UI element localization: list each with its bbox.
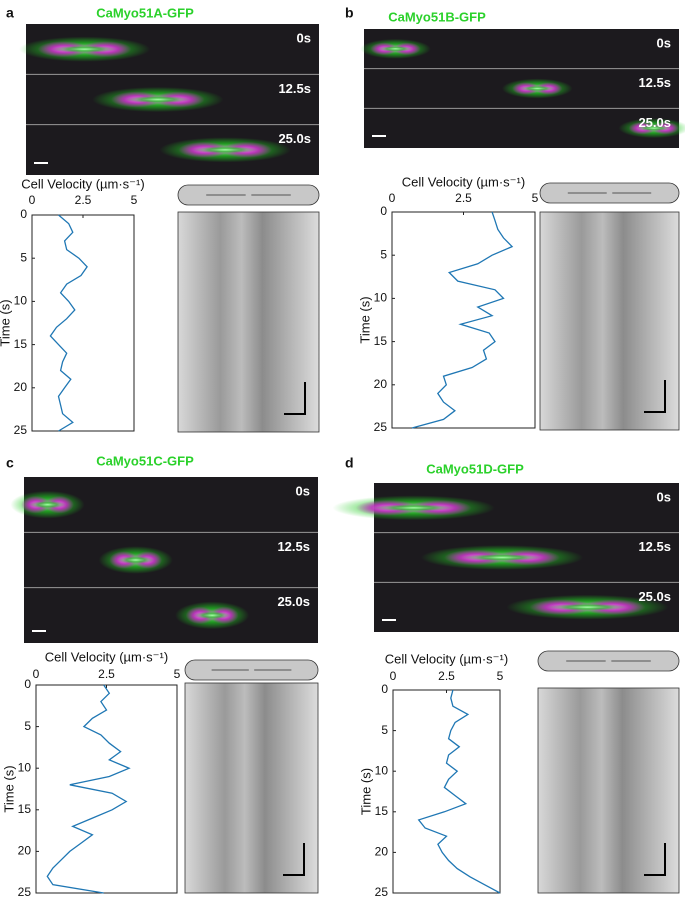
y-tick-label: 10	[14, 294, 28, 308]
velocity-line	[49, 214, 88, 432]
time-stamp: 12.5s	[278, 81, 311, 96]
time-stamp: 25.0s	[638, 589, 671, 604]
scale-bar	[283, 843, 305, 876]
cell-signal	[636, 125, 672, 131]
y-tick-label: 0	[380, 204, 387, 218]
plot-frame	[392, 689, 501, 894]
x-tick-label: 0	[390, 669, 397, 683]
y-tick-label: 10	[375, 763, 389, 777]
kymograph	[537, 687, 680, 894]
y-tick-label: 25	[18, 885, 32, 897]
x-axis-label: Cell Velocity (µm·s⁻¹)	[402, 174, 525, 189]
y-axis-label: Time (s)	[357, 296, 372, 343]
y-tick-label: 25	[14, 423, 28, 437]
x-tick-label: 5	[497, 669, 504, 683]
x-tick-label: 2.5	[438, 669, 455, 683]
scale-bar	[644, 380, 666, 413]
time-stamp: 25.0s	[278, 131, 311, 146]
plot-frame	[35, 684, 178, 894]
x-tick-label: 2.5	[455, 191, 472, 205]
y-tick-label: 15	[374, 334, 388, 348]
y-tick-label: 15	[375, 804, 389, 818]
panel-label: d	[345, 455, 354, 471]
time-stamp: 0s	[296, 483, 310, 498]
cell-signal	[519, 85, 555, 92]
cell-signal	[51, 45, 118, 53]
y-tick-label: 5	[20, 250, 27, 264]
y-tick-label: 20	[375, 845, 389, 859]
y-tick-label: 0	[24, 677, 31, 691]
y-tick-label: 20	[374, 377, 388, 391]
y-axis-label: Time (s)	[358, 768, 373, 815]
y-tick-label: 10	[18, 760, 32, 774]
y-tick-label: 5	[24, 719, 31, 733]
cell-signal	[377, 46, 414, 52]
y-tick-label: 20	[14, 380, 28, 394]
cell-outline	[537, 650, 680, 672]
y-tick-label: 0	[381, 682, 388, 696]
x-axis-label: Cell Velocity (µm·s⁻¹)	[385, 651, 508, 666]
kymograph	[184, 682, 319, 894]
y-tick-label: 5	[380, 247, 387, 261]
y-tick-label: 5	[381, 723, 388, 737]
cell-outline	[539, 182, 680, 204]
panel-title: CaMyo51A-GFP	[96, 5, 194, 20]
scale-bar	[284, 382, 306, 415]
y-tick-label: 25	[374, 420, 388, 434]
y-tick-label: 15	[18, 802, 32, 816]
time-stamp: 12.5s	[638, 539, 671, 554]
y-tick-label: 25	[375, 885, 389, 897]
velocity-line	[46, 684, 131, 894]
cell-outline	[177, 184, 320, 206]
x-tick-label: 0	[29, 193, 36, 207]
time-stamp: 25.0s	[638, 115, 671, 130]
plot-frame	[391, 211, 536, 429]
panel-title: CaMyo51B-GFP	[388, 9, 486, 24]
velocity-line	[417, 689, 501, 894]
cell-signal	[125, 95, 191, 104]
x-tick-label: 5	[131, 193, 138, 207]
x-tick-label: 2.5	[98, 667, 115, 681]
cell-signal	[373, 504, 455, 512]
y-axis-label: Time (s)	[1, 765, 16, 812]
cell-signal	[461, 554, 543, 561]
velocity-line	[411, 211, 514, 429]
y-tick-label: 15	[14, 337, 28, 351]
y-tick-label: 10	[374, 291, 388, 305]
cell-signal	[28, 500, 67, 509]
x-axis-label: Cell Velocity (µm·s⁻¹)	[21, 176, 144, 191]
time-stamp: 0s	[297, 30, 311, 45]
kymograph	[177, 211, 320, 433]
time-stamp: 0s	[657, 35, 671, 50]
time-stamp: 25.0s	[277, 594, 310, 609]
y-axis-label: Time (s)	[0, 299, 12, 346]
panel-title: CaMyo51D-GFP	[426, 461, 524, 476]
cell-outline	[184, 659, 319, 681]
x-tick-label: 0	[33, 667, 40, 681]
kymograph	[539, 211, 680, 431]
x-tick-label: 5	[174, 667, 181, 681]
cell-signal	[546, 603, 629, 611]
cell-signal	[117, 556, 155, 564]
panel-label: a	[6, 5, 14, 21]
panel-title: CaMyo51C-GFP	[96, 453, 194, 468]
x-tick-label: 2.5	[75, 193, 92, 207]
y-tick-label: 20	[18, 844, 32, 858]
panel-label: c	[6, 455, 14, 471]
time-stamp: 12.5s	[638, 75, 671, 90]
scale-bar	[644, 843, 666, 876]
cell-signal	[192, 146, 259, 154]
panel-label: b	[345, 5, 354, 21]
x-tick-label: 0	[389, 191, 396, 205]
cell-signal	[193, 611, 231, 620]
x-axis-label: Cell Velocity (µm·s⁻¹)	[45, 649, 168, 664]
plot-frame	[31, 214, 135, 432]
time-stamp: 12.5s	[277, 539, 310, 554]
time-stamp: 0s	[657, 489, 671, 504]
y-tick-label: 0	[20, 207, 27, 221]
x-tick-label: 5	[532, 191, 539, 205]
